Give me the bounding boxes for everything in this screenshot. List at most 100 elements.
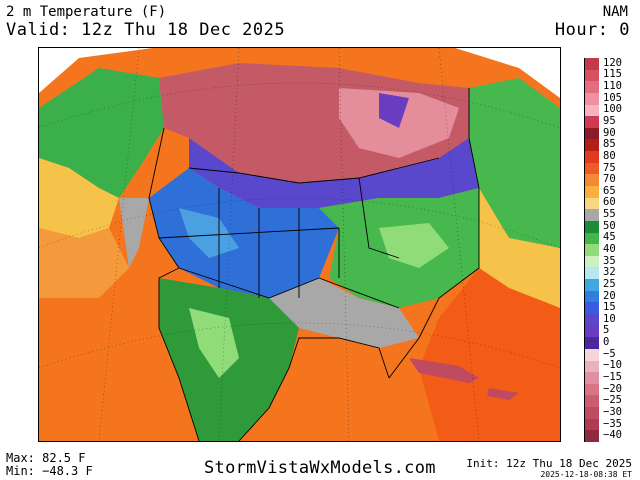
init-time: Init: 12z Thu 18 Dec 2025 <box>466 457 632 470</box>
legend-label: 90 <box>603 126 616 139</box>
legend-swatch <box>585 92 599 105</box>
legend-label: 32 <box>603 266 616 279</box>
pacific-water <box>39 68 164 198</box>
legend-label: 120 <box>603 56 622 69</box>
legend-swatch <box>585 279 599 291</box>
legend-swatch <box>585 395 599 408</box>
valid-time: Valid: 12z Thu 18 Dec 2025 <box>6 20 286 40</box>
legend-swatch <box>585 116 599 128</box>
legend-swatch <box>585 232 599 245</box>
legend-label: 55 <box>603 208 616 221</box>
model-name: NAM <box>602 4 628 20</box>
legend-label: 25 <box>603 277 616 290</box>
legend-entry: 100 <box>578 103 636 117</box>
legend-swatch <box>585 383 599 396</box>
legend-entry: 60 <box>578 196 636 210</box>
forecast-hour: Hour: 0 <box>554 20 630 40</box>
legend-label: −5 <box>603 347 616 360</box>
legend-entry: 50 <box>578 219 636 233</box>
legend-swatch <box>585 407 599 419</box>
legend-entry: 25 <box>578 277 636 291</box>
legend-label: −15 <box>603 371 622 383</box>
legend-label: 5 <box>603 324 610 337</box>
legend-label: 100 <box>603 103 622 116</box>
legend-label: −30 <box>603 405 622 418</box>
legend-label: 105 <box>603 91 622 104</box>
legend-entry: 55 <box>578 208 636 221</box>
legend-swatch <box>585 430 599 442</box>
temperature-map[interactable] <box>38 47 561 442</box>
legend-entry: 75 <box>578 161 636 175</box>
legend-swatch <box>585 58 599 70</box>
legend-entry: 105 <box>578 91 636 105</box>
legend-entry: −15 <box>578 371 636 384</box>
legend-label: 35 <box>603 254 616 267</box>
legend-label: 115 <box>603 68 622 81</box>
legend-label: 10 <box>603 312 616 325</box>
legend-entry: −5 <box>578 347 636 361</box>
legend-swatch <box>585 81 599 93</box>
legend-swatch <box>585 244 599 256</box>
map-title: 2 m Temperature (F) <box>6 4 167 20</box>
legend-label: 85 <box>603 138 616 151</box>
legend-swatch <box>585 186 599 198</box>
legend-swatch <box>585 104 599 117</box>
legend-label: 95 <box>603 115 616 127</box>
legend-entry: 0 <box>578 336 636 349</box>
legend-swatch <box>585 139 599 152</box>
max-value: Max: 82.5 F <box>6 451 86 465</box>
legend-label: −25 <box>603 394 622 407</box>
legend-entry: 15 <box>578 301 636 314</box>
legend-label: 60 <box>603 196 616 209</box>
legend-entry: −10 <box>578 359 636 373</box>
legend-swatch <box>585 209 599 221</box>
legend-label: 80 <box>603 149 616 162</box>
legend-entry: 10 <box>578 312 636 326</box>
legend-label: 15 <box>603 301 616 314</box>
legend-entry: 45 <box>578 231 636 245</box>
legend-entry: 65 <box>578 184 636 198</box>
legend-label: 70 <box>603 173 616 186</box>
legend-label: 40 <box>603 243 616 255</box>
legend-entry: −20 <box>578 382 636 396</box>
legend-swatch <box>585 302 599 314</box>
legend-swatch <box>585 348 599 361</box>
legend-entry: 32 <box>578 266 636 280</box>
legend-swatch <box>585 220 599 233</box>
legend-label: 0 <box>603 336 610 349</box>
legend-label: −20 <box>603 382 622 395</box>
legend-entry: 115 <box>578 68 636 82</box>
legend-entry: 5 <box>578 324 636 338</box>
min-value: Min: −48.3 F <box>6 464 93 478</box>
legend-swatch <box>585 69 599 82</box>
legend-label: 65 <box>603 184 616 197</box>
legend-entry: 40 <box>578 243 636 256</box>
legend-label: 75 <box>603 161 616 174</box>
legend-swatch <box>585 314 599 326</box>
legend-swatch <box>585 151 599 163</box>
legend-label: 50 <box>603 219 616 232</box>
legend-swatch <box>585 267 599 280</box>
legend-swatch <box>585 162 599 175</box>
legend-label: 110 <box>603 80 622 93</box>
legend-entry: 110 <box>578 80 636 93</box>
legend-entry: 95 <box>578 115 636 128</box>
legend-entry: 70 <box>578 173 636 186</box>
color-legend: 120 115 110 105 100 95 90 85 80 75 70 65 60 55 50 45 40 3… <box>578 56 636 442</box>
legend-label: 45 <box>603 231 616 244</box>
legend-swatch <box>585 197 599 210</box>
legend-swatch <box>585 325 599 338</box>
legend-entry: 85 <box>578 138 636 152</box>
legend-label: 20 <box>603 289 616 302</box>
legend-swatch <box>585 290 599 303</box>
legend-swatch <box>585 174 599 186</box>
legend-entry: 90 <box>578 126 636 140</box>
legend-label: −40 <box>603 429 622 442</box>
legend-entry: −30 <box>578 405 636 419</box>
site-name[interactable]: StormVistaWxModels.com <box>204 458 436 478</box>
legend-entry: 80 <box>578 149 636 163</box>
legend-entry: 120 <box>578 56 636 70</box>
legend-entry: −40 <box>578 429 636 442</box>
legend-swatch <box>585 337 599 349</box>
legend-swatch <box>585 418 599 431</box>
